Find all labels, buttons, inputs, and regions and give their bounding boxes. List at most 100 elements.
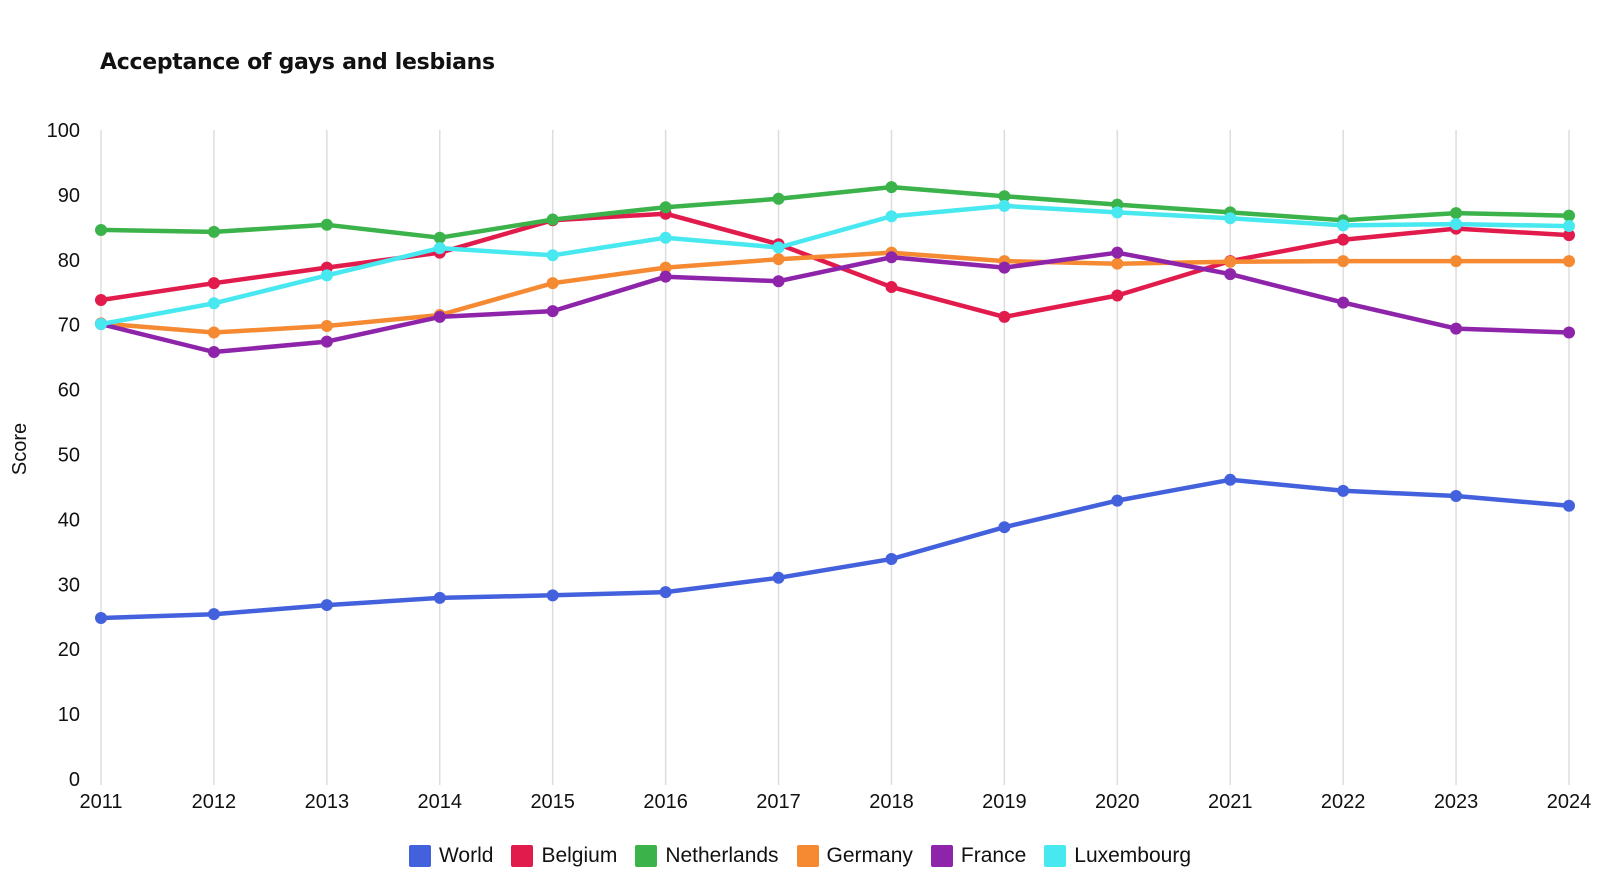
data-point[interactable] (95, 318, 107, 331)
data-point[interactable] (95, 223, 107, 236)
x-tick-label: 2020 (1095, 791, 1140, 813)
legend-item-france[interactable]: France (930, 844, 1027, 868)
data-point[interactable] (207, 608, 220, 621)
legend-label: France (960, 844, 1027, 867)
x-tick-label: 2018 (869, 791, 914, 813)
data-point[interactable] (659, 261, 672, 274)
data-point[interactable] (998, 521, 1011, 534)
y-tick-label: 100 (47, 120, 80, 142)
data-point[interactable] (772, 192, 785, 205)
legend-swatch (1044, 845, 1067, 867)
data-point[interactable] (1563, 229, 1575, 242)
data-point[interactable] (95, 294, 107, 307)
data-point[interactable] (1111, 206, 1124, 219)
data-point[interactable] (998, 199, 1011, 212)
data-point[interactable] (1337, 296, 1350, 309)
series-lines (95, 181, 1575, 625)
legend-item-world[interactable]: World (408, 844, 494, 868)
legend-label: World (438, 844, 494, 867)
x-tick-label: 2021 (1208, 791, 1253, 813)
data-point[interactable] (1111, 246, 1124, 259)
data-point[interactable] (546, 589, 559, 602)
legend-swatch (930, 845, 953, 867)
data-point[interactable] (1563, 209, 1575, 222)
data-point[interactable] (998, 190, 1011, 203)
data-point[interactable] (1337, 255, 1350, 268)
data-point[interactable] (320, 599, 333, 612)
data-point[interactable] (772, 571, 785, 584)
data-point[interactable] (1450, 490, 1463, 503)
series-line (98, 250, 1572, 355)
data-point[interactable] (1224, 268, 1237, 281)
data-point[interactable] (659, 586, 672, 599)
data-point[interactable] (659, 201, 672, 214)
data-point[interactable] (433, 242, 446, 255)
data-point[interactable] (207, 326, 220, 339)
data-point[interactable] (546, 277, 559, 290)
data-point[interactable] (772, 275, 785, 288)
x-tick-label: 2012 (192, 791, 237, 813)
data-point[interactable] (885, 251, 898, 264)
data-point[interactable] (433, 310, 446, 323)
data-point[interactable] (772, 241, 785, 254)
data-point[interactable] (885, 210, 898, 223)
data-point[interactable] (207, 297, 220, 310)
data-point[interactable] (433, 591, 446, 604)
data-point[interactable] (546, 213, 559, 226)
data-point[interactable] (885, 281, 898, 294)
data-point[interactable] (207, 277, 220, 290)
data-point[interactable] (1563, 499, 1575, 512)
x-tick-label: 2015 (530, 791, 575, 813)
data-point[interactable] (1111, 494, 1124, 507)
legend-label: Germany (826, 844, 913, 867)
data-point[interactable] (1450, 322, 1463, 335)
data-point[interactable] (1224, 473, 1237, 486)
y-tick-label: 30 (58, 574, 80, 596)
x-tick-label: 2011 (79, 791, 122, 813)
legend-item-netherlands[interactable]: Netherlands (635, 844, 779, 868)
data-point[interactable] (320, 269, 333, 282)
data-point[interactable] (1450, 207, 1463, 220)
series-luxembourg (95, 199, 1575, 331)
y-tick-label: 70 (58, 315, 80, 337)
y-tick-label: 10 (58, 704, 80, 726)
data-point[interactable] (1224, 212, 1237, 225)
data-point[interactable] (998, 310, 1011, 323)
data-point[interactable] (433, 231, 446, 244)
data-point[interactable] (1337, 233, 1350, 246)
data-point[interactable] (1111, 289, 1124, 302)
data-point[interactable] (546, 249, 559, 262)
y-tick-label: 40 (58, 509, 80, 531)
data-point[interactable] (320, 319, 333, 332)
data-point[interactable] (885, 552, 898, 565)
x-axis: 2011 2012 2013 2014 2015 2016 2017 2018 2019 2020… (79, 791, 1591, 813)
data-point[interactable] (1337, 219, 1350, 232)
data-point[interactable] (1450, 218, 1463, 231)
data-point[interactable] (95, 612, 107, 625)
data-point[interactable] (1337, 484, 1350, 497)
y-tick-label: 80 (58, 250, 80, 272)
data-point[interactable] (1111, 257, 1124, 270)
data-point[interactable] (1224, 255, 1237, 268)
data-point[interactable] (207, 345, 220, 358)
series-line (98, 203, 1572, 327)
data-point[interactable] (885, 181, 898, 194)
legend: World Belgium Netherlands Germany France Luxe… (0, 844, 1600, 868)
data-point[interactable] (998, 261, 1011, 274)
data-point[interactable] (1563, 255, 1575, 268)
legend-item-germany[interactable]: Germany (796, 844, 913, 868)
legend-item-belgium[interactable]: Belgium (511, 844, 617, 868)
data-point[interactable] (546, 305, 559, 318)
data-point[interactable] (320, 335, 333, 348)
data-point[interactable] (320, 218, 333, 231)
data-point[interactable] (772, 253, 785, 266)
x-tick-label: 2013 (305, 791, 350, 813)
data-point[interactable] (1450, 255, 1463, 268)
data-point[interactable] (659, 270, 672, 283)
legend-item-luxembourg[interactable]: Luxembourg (1044, 844, 1191, 868)
data-point[interactable] (1563, 220, 1575, 233)
data-point[interactable] (1563, 326, 1575, 339)
data-point[interactable] (207, 225, 220, 238)
data-point[interactable] (659, 231, 672, 244)
y-tick-label: 60 (58, 380, 80, 402)
